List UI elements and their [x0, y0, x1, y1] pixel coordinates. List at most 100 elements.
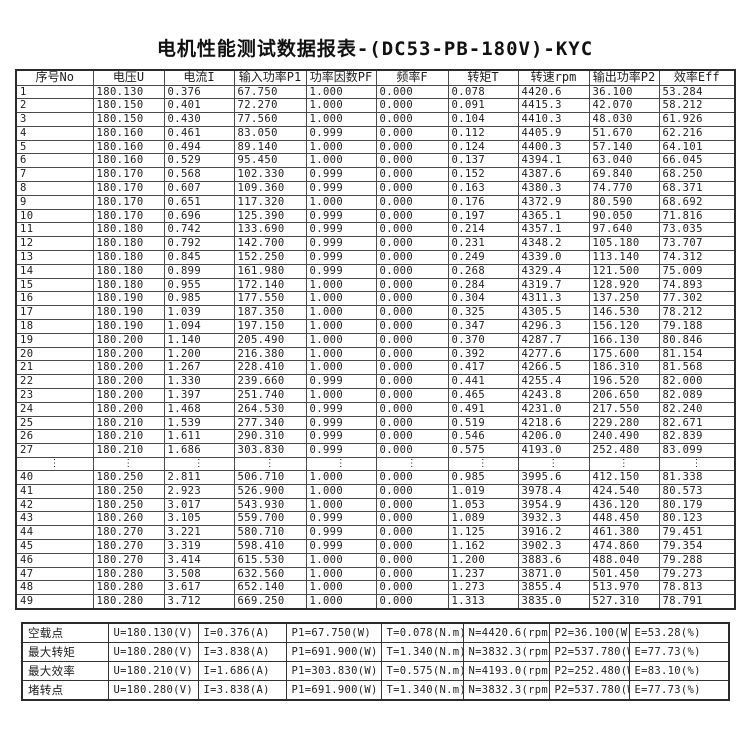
summary-label: 空载点 [21, 622, 109, 643]
summary-cell: P1=67.750(W) [285, 622, 382, 643]
summary-cell: T=0.575(N.m) [380, 660, 464, 681]
table-cell: 180.210 [92, 415, 165, 431]
summary-cell: E=83.10(%) [628, 660, 730, 681]
table-cell: 264.530 [233, 401, 307, 417]
table-row: 11 180.180 0.742 133.690 0.999 0.000 0.214 4357… [15, 222, 736, 238]
table-cell: 0.441 [447, 374, 519, 390]
table-cell: 73.035 [658, 222, 736, 238]
column-header: 电流I [163, 69, 235, 86]
table-cell: ⋮ [233, 457, 307, 472]
table-cell: 0.000 [375, 594, 449, 610]
table-cell: 74.770 [588, 181, 660, 196]
table-cell: 0.985 [447, 470, 519, 485]
summary-cell: U=180.280(V) [107, 641, 199, 662]
table-cell: 0.000 [375, 319, 449, 334]
table-cell: 1.000 [305, 332, 377, 348]
table-row: 14 180.180 0.899 161.980 0.999 0.000 0.268 4329… [15, 263, 736, 279]
table-cell: 0.000 [375, 98, 449, 114]
table-cell: 180.250 [92, 470, 165, 485]
table-cell: 180.180 [92, 277, 165, 293]
table-cell: 83.050 [233, 125, 307, 141]
table-cell: 4329.4 [517, 263, 590, 279]
table-cell: 83.099 [658, 443, 736, 459]
table-cell: 0.430 [163, 112, 235, 127]
table-cell: 63.040 [588, 153, 660, 169]
table-cell: 7 [15, 167, 94, 183]
table-row: 7 180.170 0.568 102.330 0.999 0.000 0.152 4387.… [15, 167, 736, 183]
table-cell: 68.371 [658, 181, 736, 196]
summary-cell: N=4420.6(rpm) [462, 622, 550, 643]
summary-cell: P2=36.100(W) [548, 622, 630, 643]
table-cell: 461.380 [588, 525, 660, 540]
table-row: 27 180.210 1.686 303.830 0.999 0.000 0.575 4193… [15, 443, 736, 459]
table-cell: 1.000 [305, 98, 377, 114]
table-cell: 0.899 [163, 263, 235, 279]
table-cell: 251.740 [233, 388, 307, 403]
table-cell: 45 [15, 539, 94, 554]
table-cell: 180.270 [92, 552, 165, 568]
table-cell: 0.392 [447, 346, 519, 362]
table-cell: 2.811 [163, 470, 235, 485]
table-cell: 12 [15, 236, 94, 252]
table-cell: 180.200 [92, 332, 165, 348]
table-cell: 18 [15, 319, 94, 334]
table-cell: 4380.3 [517, 181, 590, 196]
table-cell: 180.150 [92, 112, 165, 127]
table-cell: 180.190 [92, 305, 165, 321]
table-cell: 10 [15, 208, 94, 224]
table-cell: 81.154 [658, 346, 736, 362]
table-cell: 0.112 [447, 125, 519, 141]
table-cell: 0.651 [163, 194, 235, 210]
table-cell: 80.573 [658, 483, 736, 499]
table-row: 12 180.180 0.792 142.700 0.999 0.000 0.231 4348… [15, 236, 736, 252]
table-cell: 3.712 [163, 594, 235, 610]
table-cell: ⋮ [305, 457, 377, 472]
table-cell: 1.237 [447, 566, 519, 582]
table-cell: 474.860 [588, 539, 660, 554]
table-cell: 13 [15, 250, 94, 265]
table-cell: 161.980 [233, 263, 307, 279]
table-cell: 3.319 [163, 539, 235, 554]
table-cell: 0.000 [375, 263, 449, 279]
summary-row: 空载点 U=180.130(V) I=0.376(A) P1=67.750(W) T=0… [21, 622, 730, 643]
table-cell: 19 [15, 332, 94, 348]
summary-cell: U=180.210(V) [107, 660, 199, 681]
table-cell: 180.280 [92, 566, 165, 582]
table-cell: 180.170 [92, 208, 165, 224]
table-cell: ⋮ [375, 457, 449, 472]
table-cell: 137.250 [588, 291, 660, 307]
table-cell: 4243.8 [517, 388, 590, 403]
table-cell: 71.816 [658, 208, 736, 224]
summary-cell: I=3.838(A) [197, 641, 287, 662]
table-cell: 0.401 [163, 98, 235, 114]
table-cell: 1.000 [305, 552, 377, 568]
summary-row: 最大转矩 U=180.280(V) I=3.838(A) P1=691.900(W) T… [21, 641, 730, 662]
table-cell: 186.310 [588, 360, 660, 376]
table-cell: 526.900 [233, 483, 307, 499]
table-row: 2 180.150 0.401 72.270 1.000 0.000 0.091 4415.3… [15, 98, 736, 114]
table-cell: 180.130 [92, 84, 165, 100]
table-cell: 0.519 [447, 415, 519, 431]
table-cell: 303.830 [233, 443, 307, 459]
table-row: 24 180.200 1.468 264.530 0.999 0.000 0.491 4231… [15, 401, 736, 417]
table-cell: 3855.4 [517, 580, 590, 596]
table-cell: 75.009 [658, 263, 736, 279]
table-cell: 0.000 [375, 580, 449, 596]
table-cell: 3883.6 [517, 552, 590, 568]
table-cell: 3.414 [163, 552, 235, 568]
table-cell: 82.839 [658, 429, 736, 445]
table-cell: 79.354 [658, 539, 736, 554]
table-cell: 128.920 [588, 277, 660, 293]
table-cell: 82.671 [658, 415, 736, 431]
table-cell: 25 [15, 415, 94, 431]
table-cell: 0.000 [375, 84, 449, 100]
table-cell: 527.310 [588, 594, 660, 610]
table-cell: 97.640 [588, 222, 660, 238]
table-cell: 180.280 [92, 580, 165, 596]
table-cell: 51.670 [588, 125, 660, 141]
table-cell: 4287.7 [517, 332, 590, 348]
table-cell: 0.214 [447, 222, 519, 238]
table-cell: ⋮ [447, 457, 519, 472]
table-cell: 177.550 [233, 291, 307, 307]
table-cell: 3.017 [163, 497, 235, 513]
